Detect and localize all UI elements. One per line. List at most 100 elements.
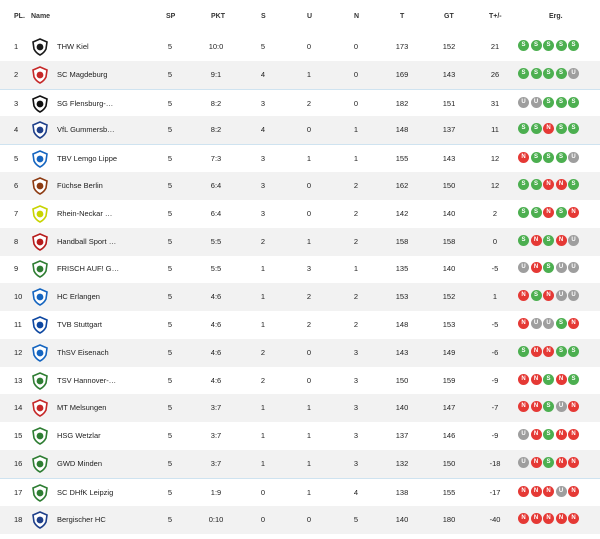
draws-cell: 2 (306, 292, 312, 302)
games-played-cell: 5 (167, 487, 173, 497)
draws-cell: 1 (306, 154, 312, 164)
draws-cell: 1 (306, 69, 312, 79)
table-row[interactable]: 16 GWD Minden 5 3:7 1 1 3 132 150 -18 U N S N N (0, 450, 600, 478)
goal-difference-cell: -7 (491, 403, 499, 413)
result-badge: N (530, 401, 542, 413)
result-badge: S (543, 457, 554, 468)
points-cell: 3:7 (210, 459, 222, 468)
result-badge: N (530, 373, 542, 385)
result-badge: U (555, 485, 567, 497)
draws-cell: 0 (306, 347, 312, 357)
games-played-cell: 5 (167, 320, 173, 329)
table-row[interactable]: 17 SC DHfK Leipzig 5 1:9 0 1 4 138 155 -17 N N N U N (0, 477, 600, 507)
team-name-link[interactable]: SC Magdeburg (57, 69, 108, 79)
team-logo-icon (31, 399, 49, 418)
team-name-link[interactable]: Füchse Berlin (57, 181, 103, 190)
table-row[interactable]: 11 TVB Stuttgart 5 4:6 1 2 2 148 153 -5 N U U S N (0, 311, 600, 339)
goals-for-cell: 150 (395, 375, 409, 385)
games-played-cell: 5 (167, 347, 173, 357)
result-badge: N (568, 457, 579, 468)
team-name-link[interactable]: HSG Wetzlar (57, 431, 101, 441)
table-row[interactable]: 12 ThSV Eisenach 5 4:6 2 0 3 143 149 -6 S N N S S (0, 338, 600, 367)
result-badge: U (555, 290, 567, 302)
result-badge: U (568, 262, 579, 274)
team-name-link[interactable]: FRISCH AUF! G… (57, 264, 120, 274)
team-name-link[interactable]: Rhein-Neckar … (57, 208, 113, 218)
goals-for-cell: 140 (395, 514, 409, 524)
losses-cell: 3 (353, 403, 359, 413)
goals-against-cell: 150 (442, 181, 456, 190)
games-played-cell: 5 (167, 42, 173, 51)
result-badge: U (518, 457, 529, 468)
team-name-link[interactable]: THW Kiel (57, 42, 89, 51)
result-badge: S (555, 40, 567, 51)
points-cell: 3:7 (210, 403, 222, 413)
games-played-cell: 5 (167, 208, 173, 218)
team-name-link[interactable]: MT Melsungen (57, 403, 107, 413)
table-row[interactable]: 13 TSV Hannover-… 5 4:6 2 0 3 150 159 -9 N N S N S (0, 367, 600, 395)
team-name-link[interactable]: SG Flensburg-… (57, 98, 114, 108)
table-row[interactable]: 2 SC Magdeburg 5 9:1 4 1 0 169 143 26 S S S S U (0, 60, 600, 89)
team-name-link[interactable]: Handball Sport … (57, 236, 117, 246)
goal-difference-cell: -5 (491, 320, 499, 329)
table-row[interactable]: 18 Bergischer HC 5 0:10 0 0 5 140 180 -40 N N N N N (0, 505, 600, 534)
losses-cell: 3 (353, 459, 359, 468)
team-name-link[interactable]: VfL Gummersb… (57, 125, 115, 135)
result-badge: N (518, 290, 529, 302)
table-row[interactable]: 9 FRISCH AUF! G… 5 5:5 1 3 1 135 140 -5 U N S U U (0, 255, 600, 283)
table-row[interactable]: 4 VfL Gummersb… 5 8:2 4 0 1 148 137 11 S S N S S (0, 116, 600, 145)
goals-against-cell: 152 (442, 42, 456, 51)
team-logo-icon (31, 121, 49, 140)
team-name-link[interactable]: HC Erlangen (57, 292, 100, 302)
team-logo-icon (31, 177, 49, 195)
draws-cell: 2 (306, 98, 312, 108)
result-badge: S (530, 123, 542, 135)
team-name-link[interactable]: Bergischer HC (57, 514, 106, 524)
table-row[interactable]: 6 Füchse Berlin 5 6:4 3 0 2 162 150 12 S S N N S (0, 172, 600, 200)
result-badge: N (530, 512, 542, 524)
team-name-link[interactable]: GWD Minden (57, 459, 103, 468)
table-row[interactable]: 1 THW Kiel 5 10:0 5 0 0 173 152 21 S S S S S (0, 33, 600, 61)
points-cell: 1:9 (210, 487, 222, 497)
result-badge: U (530, 96, 542, 108)
result-badge: U (555, 262, 567, 274)
team-name-link[interactable]: SC DHfK Leipzig (57, 487, 114, 497)
team-logo-icon (31, 204, 49, 223)
wins-cell: 0 (260, 514, 266, 524)
team-name-link[interactable]: TSV Hannover-… (57, 375, 117, 385)
table-row[interactable]: 7 Rhein-Neckar … 5 6:4 3 0 2 142 140 2 S S N S N (0, 200, 600, 228)
table-row[interactable]: 8 Handball Sport … 5 5:5 2 1 2 158 158 0 S N S N U (0, 227, 600, 256)
points-cell: 3:7 (210, 431, 222, 441)
table-row[interactable]: 3 SG Flensburg-… 5 8:2 3 2 0 182 151 31 U U S S S (0, 88, 600, 118)
result-badge: N (555, 512, 567, 524)
table-row[interactable]: 14 MT Melsungen 5 3:7 1 1 3 140 147 -7 N N S U N (0, 394, 600, 423)
wins-cell: 1 (260, 403, 266, 413)
result-badge: N (543, 485, 554, 497)
points-cell: 4:6 (210, 292, 222, 302)
goal-difference-cell: 2 (492, 208, 498, 218)
goals-against-cell: 149 (442, 347, 456, 357)
table-row[interactable]: 5 TBV Lemgo Lippe 5 7:3 3 1 1 155 143 12 N S S S U (0, 144, 600, 173)
wins-cell: 2 (260, 347, 266, 357)
rank-cell: 15 (14, 431, 23, 441)
result-badge: N (555, 179, 567, 190)
table-row[interactable]: 10 HC Erlangen 5 4:6 1 2 2 153 152 1 N S N U U (0, 283, 600, 312)
table-row[interactable]: 15 HSG Wetzlar 5 3:7 1 1 3 137 146 -9 U N S N N (0, 422, 600, 450)
result-badge: S (530, 179, 542, 190)
result-badge: U (568, 152, 579, 164)
losses-cell: 2 (353, 320, 359, 329)
team-name-link[interactable]: TVB Stuttgart (57, 320, 103, 329)
result-badge: S (543, 429, 554, 441)
result-badge: N (543, 123, 554, 135)
team-name-link[interactable]: ThSV Eisenach (57, 347, 109, 357)
header-pos: PL. (14, 13, 25, 20)
result-badge: S (555, 206, 567, 218)
rank-cell: 17 (14, 487, 23, 497)
team-name-link[interactable]: TBV Lemgo Lippe (57, 154, 118, 164)
result-badge: S (568, 373, 579, 385)
wins-cell: 1 (260, 292, 266, 302)
